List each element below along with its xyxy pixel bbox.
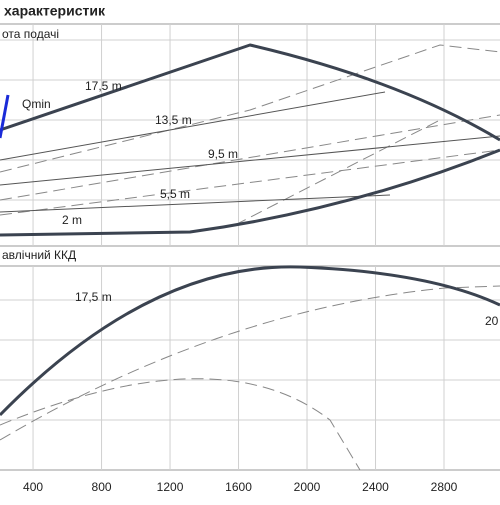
head-curve xyxy=(0,135,500,186)
chart-title: характеристик xyxy=(4,3,106,19)
curve-label: Qmin xyxy=(22,97,51,111)
x-tick-label: 2400 xyxy=(362,480,389,494)
curve-label: 17,5 m xyxy=(85,79,122,93)
head-curve xyxy=(0,194,391,213)
curve-label: 5,5 m xyxy=(160,187,190,201)
envelope xyxy=(0,43,500,142)
dashed-curve xyxy=(0,44,500,173)
x-tick-label: 1200 xyxy=(157,480,184,494)
efficiency-curve xyxy=(0,265,500,417)
curve-label: 20 xyxy=(485,314,499,328)
curve-label: 13,5 m xyxy=(155,113,192,127)
dashed-curve xyxy=(0,149,500,216)
panel-label: авлічний ККД xyxy=(2,248,76,262)
panel-label: ота подачі xyxy=(2,27,59,41)
dashed-curve xyxy=(0,285,500,441)
x-tick-label: 800 xyxy=(92,480,112,494)
x-tick-label: 2000 xyxy=(294,480,321,494)
dashed-curve xyxy=(0,114,500,201)
curve-label: 17,5 m xyxy=(75,290,112,304)
qmin-line xyxy=(0,94,10,139)
head-curve xyxy=(0,91,386,161)
curve-label: 9,5 m xyxy=(208,147,238,161)
dashed-curve xyxy=(0,378,361,471)
labels: 400 800 1200 1600 2000 2400 2800 ота подачі 17,5… xyxy=(2,27,499,494)
curve-label: 2 m xyxy=(62,213,82,227)
x-tick-label: 2800 xyxy=(431,480,458,494)
grid xyxy=(0,24,500,470)
x-tick-label: 1600 xyxy=(225,480,252,494)
dashed-curve xyxy=(234,119,441,226)
x-tick-label: 400 xyxy=(23,480,43,494)
envelope xyxy=(0,148,500,237)
